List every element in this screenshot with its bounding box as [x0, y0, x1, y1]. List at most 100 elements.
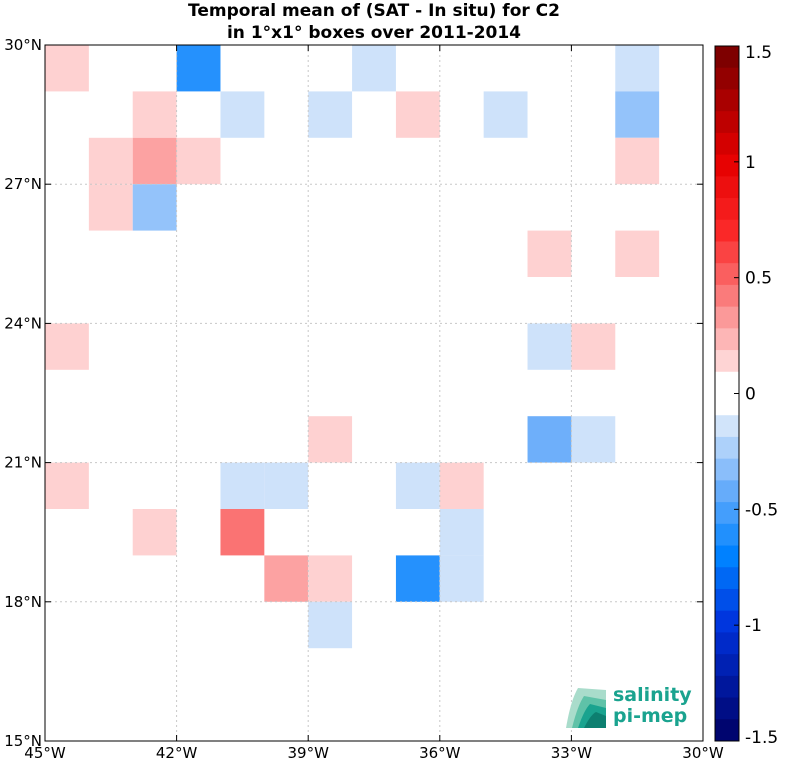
colorbar-segment: [715, 480, 739, 503]
x-tick-label: 36°W: [419, 744, 461, 762]
colorbar-segment: [715, 67, 739, 90]
colorbar-segment: [715, 458, 739, 481]
heatmap-cell: [264, 462, 309, 509]
colorbar-segment: [715, 654, 739, 677]
colorbar-segment: [715, 371, 739, 394]
colorbar-segment: [715, 567, 739, 590]
x-axis: 45°W 42°W 39°W 36°W 33°W 30°W: [24, 45, 724, 762]
colorbar-segment: [715, 263, 739, 286]
salinity-pimep-logo: salinity pi-mep: [566, 684, 692, 728]
colorbar: [714, 45, 740, 742]
y-axis: 15°N 18°N 21°N 24°N 27°N 30°N: [4, 36, 703, 750]
colorbar-segment: [715, 89, 739, 112]
colorbar-tick-label: -1.5: [745, 728, 778, 748]
colorbar-segment: [715, 284, 739, 308]
heatmap-cell: [571, 416, 616, 463]
x-tick-label: 30°W: [682, 744, 724, 762]
colorbar-segment: [715, 697, 739, 720]
heatmap-cell: [45, 462, 89, 509]
logo-line2: pi-mep: [613, 705, 687, 727]
heatmap-cell: [45, 45, 89, 92]
heatmap-cell: [439, 462, 484, 509]
colorbar-segment: [715, 306, 739, 329]
colorbar-segment: [715, 415, 739, 438]
heatmap-cell: [220, 91, 265, 138]
y-tick-label: 30°N: [4, 36, 42, 54]
colorbar-tick-label: 0.5: [745, 269, 772, 289]
x-tick-label: 42°W: [156, 744, 198, 762]
heatmap-cell: [132, 184, 177, 231]
heatmap-cell: [88, 184, 133, 231]
colorbar-segment: [715, 393, 739, 416]
heatmap-cell: [439, 555, 484, 602]
heatmap-cell: [264, 555, 309, 602]
colorbar-segment: [715, 436, 739, 460]
colorbar-segment: [715, 154, 739, 177]
heatmap-cell: [132, 91, 177, 138]
colorbar-segment: [715, 241, 739, 264]
heatmap-cell: [439, 509, 484, 556]
colorbar-tick-label: 1: [745, 153, 756, 173]
colorbar-segment: [715, 588, 739, 612]
colorbar-tick-label: -1: [745, 616, 762, 636]
heatmap-cell: [395, 462, 440, 509]
x-tick-label: 39°W: [287, 744, 329, 762]
heatmap-cell: [395, 555, 440, 602]
colorbar-segment: [715, 219, 739, 242]
y-tick-label: 24°N: [4, 314, 42, 332]
colorbar-segment: [715, 502, 739, 525]
heatmap-cell: [615, 230, 660, 277]
colorbar-segment: [715, 46, 739, 69]
heatmap-cell: [308, 416, 353, 463]
colorbar-segment: [715, 328, 739, 351]
heatmap-cell: [308, 91, 353, 138]
heatmap-cell: [571, 323, 616, 370]
y-tick-label: 27°N: [4, 175, 42, 193]
y-tick-label: 15°N: [4, 732, 42, 750]
heatmap-cell: [176, 45, 221, 92]
chart-title: Temporal mean of (SAT - In situ) for C2: [188, 1, 560, 21]
colorbar-segment: [715, 132, 739, 156]
heatmap-cell: [527, 323, 572, 370]
chart-subtitle: in 1°x1° boxes over 2011-2014: [227, 23, 521, 43]
grid-lines: [45, 45, 703, 741]
colorbar-tick-label: 1.5: [745, 43, 772, 63]
waves-icon: [566, 688, 606, 728]
heatmap-cell: [352, 45, 396, 92]
heatmap-cell: [527, 416, 572, 463]
colorbar-ticks: 1.5 1 0.5 0 -0.5 -1 -1.5: [734, 43, 778, 748]
heatmap-cell: [615, 91, 660, 138]
y-tick-label: 21°N: [4, 454, 42, 472]
heatmap-cell: [308, 555, 353, 602]
colorbar-segment: [715, 523, 739, 547]
colorbar-segment: [715, 111, 739, 134]
heatmap-cell: [308, 601, 353, 649]
heatmap-cell: [132, 509, 177, 556]
heatmap-cell: [88, 137, 133, 185]
plot-frame: [44, 44, 704, 742]
heatmap-cell: [395, 91, 440, 138]
x-tick-label: 33°W: [551, 744, 593, 762]
heatmap-cells: [45, 45, 660, 649]
heatmap-cell: [527, 230, 572, 277]
colorbar-segment: [715, 675, 739, 699]
colorbar-segment: [715, 719, 739, 742]
heatmap-cell: [45, 323, 89, 370]
colorbar-segment: [715, 176, 739, 199]
heatmap-cell: [615, 137, 660, 185]
colorbar-tick-label: -0.5: [745, 500, 778, 520]
colorbar-segment: [715, 350, 739, 373]
colorbar-segment: [715, 632, 739, 655]
colorbar-segment: [715, 545, 739, 568]
heatmap-cell: [132, 137, 177, 185]
heatmap-cell: [176, 137, 221, 185]
colorbar-segment: [715, 610, 739, 633]
heatmap-cell: [483, 91, 528, 138]
colorbar-tick-label: 0: [745, 385, 756, 405]
heatmap-cell: [220, 462, 265, 509]
x-tick-label: 45°W: [24, 744, 66, 762]
y-tick-label: 18°N: [4, 593, 42, 611]
logo-line1: salinity: [613, 684, 692, 706]
heatmap-cell: [615, 45, 660, 92]
